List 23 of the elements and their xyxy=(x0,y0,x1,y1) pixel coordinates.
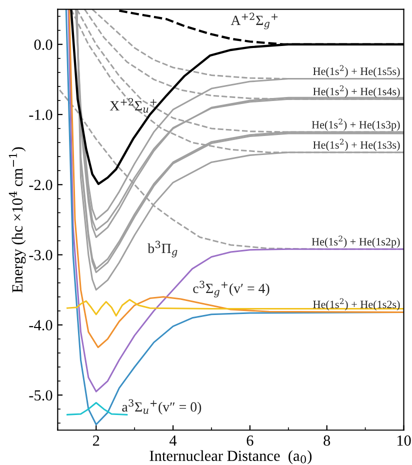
y-tick-label: -4.0 xyxy=(29,320,52,330)
x-tick-label: 2 xyxy=(92,435,100,446)
x-axis-title: Internuclear Distance (a$_{0}$) xyxy=(150,450,312,464)
y-tick-label: 0.0 xyxy=(34,40,52,50)
annotation: a$^{3}$Σ$_{u}$$^{+}$(v″ = 0) xyxy=(122,399,202,414)
x-tick-label: 8 xyxy=(324,435,330,446)
x-tick-label: 4 xyxy=(170,436,177,446)
annotation: b$^{3}$Π$_{g}$ xyxy=(148,240,178,258)
annotation: He(1s$^{2}$) + He(1s3s) xyxy=(313,138,400,151)
annotation: He(1s$^{2}$) + He(1s2p) xyxy=(312,236,400,248)
y-tick-label: -3.0 xyxy=(29,250,52,260)
annotation: He(1s$^{2}$) + He(1s3p) xyxy=(312,118,400,131)
x-tick-label: 6 xyxy=(246,435,254,446)
annotation: A$^{+2}$Σ$_{g}$$^{+}$ xyxy=(230,12,278,30)
x-tick-label: 10 xyxy=(397,435,411,446)
y-tick-label: -2.0 xyxy=(29,180,52,190)
y-tick-label: -5.0 xyxy=(29,390,52,401)
y-axis-title: Energy (hc ×10$^{4}$ cm$^{−1}$) xyxy=(8,147,26,293)
annotation: He(1s$^{2}$) + He(1s4s) xyxy=(313,85,400,98)
annotation: c$^{3}$Σ$_{g}$$^{+}$(v′ = 4) xyxy=(193,280,270,298)
annotation: He(1s$^{2}$) + He(1s5s) xyxy=(313,65,400,78)
y-tick-label: -1.0 xyxy=(29,110,52,120)
annotation: X$^{+2}$Σ$_{u}$$^{+}$ xyxy=(110,98,157,113)
